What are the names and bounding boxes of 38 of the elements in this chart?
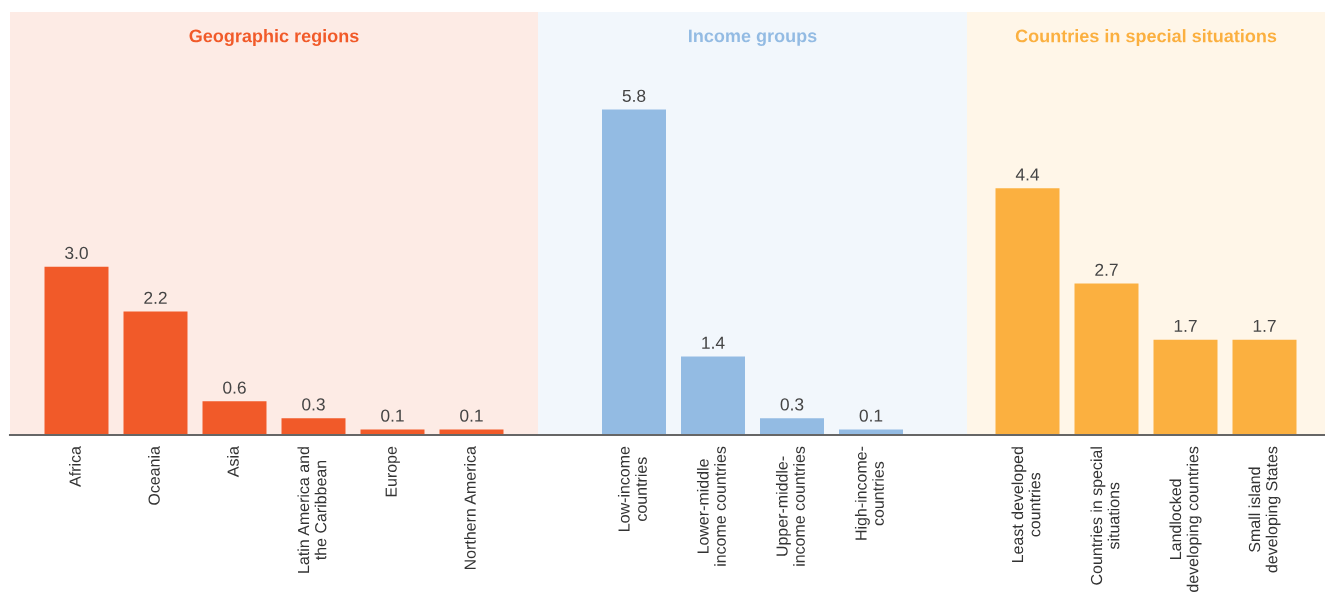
bar — [281, 418, 346, 435]
x-tick-label: Asia — [227, 446, 239, 478]
x-tick-label: Northern America — [464, 446, 476, 570]
data-label: 1.7 — [1253, 319, 1276, 332]
bar — [760, 418, 824, 435]
x-tick-label: Upper-middle- income countries — [775, 446, 805, 566]
data-label: 0.1 — [859, 409, 883, 422]
data-label: 2.7 — [1095, 263, 1118, 276]
x-tick-label: Least developed countries — [1011, 447, 1041, 563]
x-tick-label: Africa — [69, 446, 81, 487]
chart-title: Countries in special situations — [1015, 29, 1277, 46]
bar — [44, 266, 109, 435]
data-label: 0.1 — [381, 409, 404, 422]
bar — [602, 109, 666, 435]
bar — [123, 311, 188, 435]
data-label: 0.1 — [460, 409, 483, 422]
data-label: 0.3 — [302, 398, 325, 411]
x-tick-label: Countries in special situations — [1090, 447, 1120, 585]
chart-title: Geographic regions — [189, 29, 359, 46]
data-label: 3.0 — [65, 246, 88, 260]
bar — [681, 356, 745, 435]
data-label: 0.3 — [780, 398, 804, 411]
x-tick-label: Landlocked developing countries — [1169, 446, 1202, 592]
data-label: 5.8 — [622, 89, 646, 103]
data-label: 1.4 — [702, 336, 725, 349]
data-label: 2.2 — [144, 291, 167, 304]
data-label: 1.7 — [1174, 319, 1197, 332]
x-tick-label: Low-income countries — [617, 446, 647, 531]
x-tick-label: Lower-middle income countries — [696, 446, 726, 566]
x-tick-label: Small island developing States — [1248, 446, 1281, 573]
chart-title: Income groups — [689, 29, 817, 46]
data-label: 0.6 — [223, 381, 246, 394]
x-tick-label: Europe — [385, 446, 400, 497]
x-tick-label: Oceania — [148, 446, 160, 505]
data-label: 4.4 — [1015, 168, 1040, 181]
x-tick-label: High-income- countries — [854, 446, 884, 540]
x-tick-label: Latin America and the Caribbean — [297, 447, 327, 573]
bar — [202, 401, 267, 435]
